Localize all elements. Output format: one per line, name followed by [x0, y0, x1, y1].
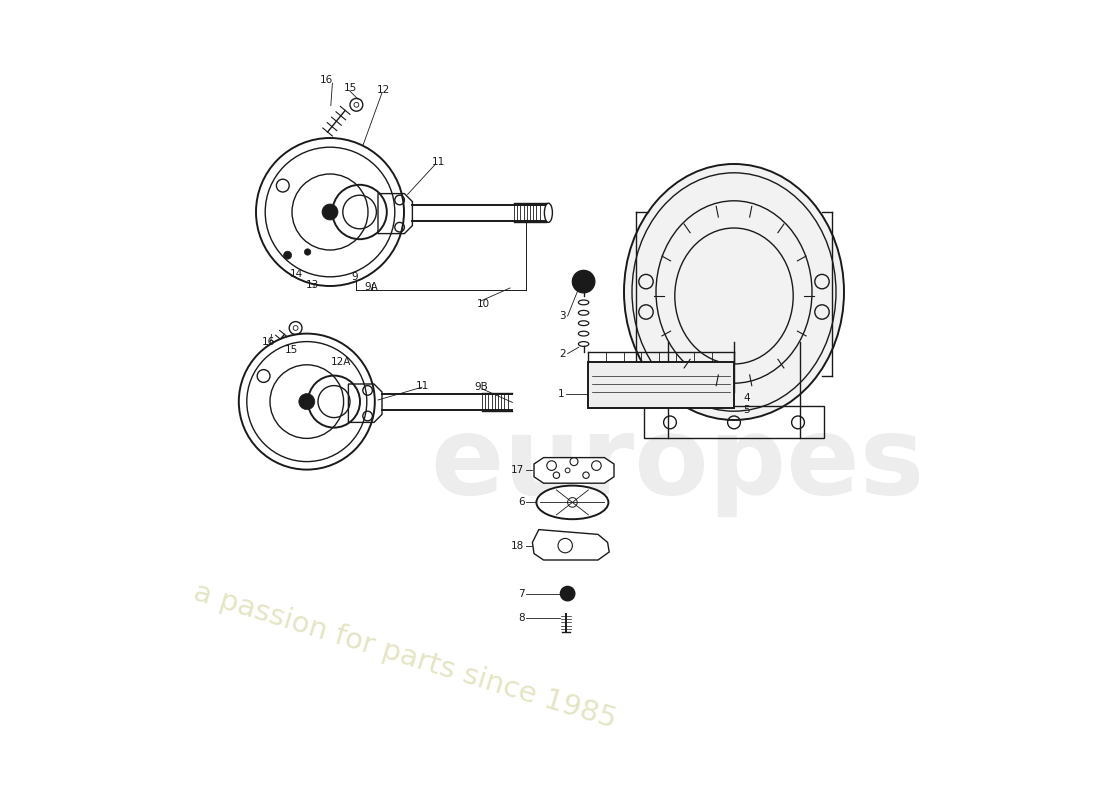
Ellipse shape	[537, 486, 608, 519]
Text: 13: 13	[306, 280, 319, 290]
Circle shape	[564, 590, 571, 597]
Text: 12: 12	[376, 85, 389, 94]
Ellipse shape	[308, 375, 360, 427]
Text: 16: 16	[262, 338, 275, 347]
Text: 11: 11	[416, 381, 429, 390]
Text: a passion for parts since 1985: a passion for parts since 1985	[190, 578, 619, 734]
Ellipse shape	[256, 138, 404, 286]
Text: 14: 14	[290, 270, 304, 279]
Text: 18: 18	[512, 541, 525, 550]
Text: 15: 15	[285, 346, 298, 355]
Text: 1: 1	[558, 389, 564, 398]
Circle shape	[305, 249, 311, 255]
Text: 7: 7	[518, 589, 525, 598]
Text: 5: 5	[744, 405, 750, 414]
Ellipse shape	[239, 334, 375, 470]
Text: europes: europes	[430, 411, 924, 517]
Circle shape	[572, 270, 595, 293]
Circle shape	[560, 586, 575, 601]
Text: 9: 9	[352, 272, 359, 282]
Text: 16: 16	[320, 75, 333, 85]
Text: 8: 8	[518, 613, 525, 622]
Text: 15: 15	[343, 83, 356, 93]
Text: 4: 4	[744, 393, 750, 402]
Ellipse shape	[544, 203, 552, 222]
Circle shape	[322, 204, 338, 220]
Text: 17: 17	[512, 466, 525, 475]
Text: 11: 11	[431, 157, 444, 166]
Text: 9B: 9B	[474, 382, 487, 392]
Circle shape	[284, 251, 292, 259]
Polygon shape	[532, 530, 609, 560]
Circle shape	[299, 394, 315, 410]
Text: 10: 10	[476, 299, 490, 309]
Text: 2: 2	[560, 349, 566, 358]
Text: 9A: 9A	[364, 282, 378, 292]
Text: 3: 3	[560, 311, 566, 321]
Ellipse shape	[624, 164, 844, 420]
Ellipse shape	[332, 185, 387, 239]
Polygon shape	[534, 458, 614, 483]
Polygon shape	[588, 362, 734, 408]
Text: 6: 6	[518, 498, 525, 507]
Text: 12A: 12A	[331, 357, 351, 366]
